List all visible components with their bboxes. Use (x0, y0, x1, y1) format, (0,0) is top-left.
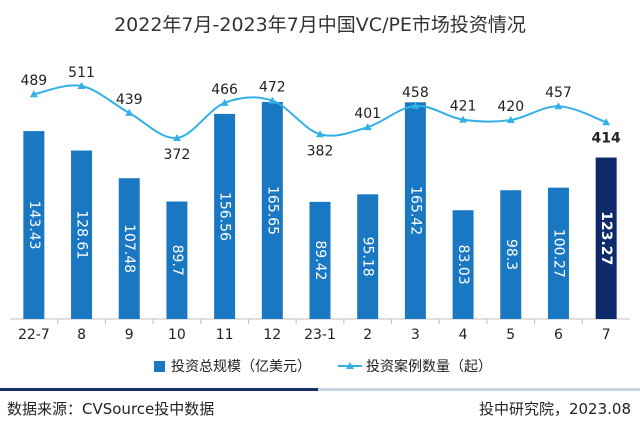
line-point (125, 108, 134, 116)
x-tick-label: 4 (459, 327, 468, 343)
x-tick-label: 7 (602, 327, 611, 343)
line-value-label: 421 (450, 99, 477, 115)
line-point (268, 96, 277, 104)
line-point (459, 115, 468, 123)
line-value-label: 458 (402, 85, 429, 101)
bar-value-label: 128.61 (74, 210, 90, 259)
data-source: 数据来源：CVSource投中数据 (7, 400, 215, 418)
line-value-label: 457 (545, 85, 572, 101)
line-value-label: 489 (20, 73, 47, 89)
x-tick-label: 23-1 (304, 327, 336, 343)
line-point (506, 116, 515, 124)
x-tick-label: 11 (216, 327, 234, 343)
bar-8 (71, 150, 93, 319)
x-tick-label: 10 (168, 327, 186, 343)
line-value-label: 420 (497, 99, 524, 115)
line-value-label: 382 (307, 143, 334, 159)
line-value-label: 472 (259, 80, 286, 96)
bar-value-label: 95.18 (360, 237, 376, 277)
legend-bar-swatch (154, 361, 165, 372)
bar-value-label: 100.27 (550, 229, 566, 278)
line-value-label: 372 (164, 147, 191, 163)
legend-item-line: 投资案例数量（起） (338, 356, 492, 376)
line-value-label: 439 (116, 92, 143, 108)
bar-7 (595, 157, 617, 319)
line-point (316, 130, 324, 138)
chart-title: 2022年7月-2023年7月中国VC/PE市场投资情况 (114, 14, 526, 36)
x-tick-label: 9 (125, 327, 134, 343)
chart-canvas: 143.43 22-7 128.61 8 107.48 9 89.7 10 156.56 11 16… (10, 65, 630, 343)
x-tick-label: 22-7 (18, 327, 50, 343)
line-value-label: 466 (211, 82, 238, 98)
bar-value-label: 83.03 (455, 245, 471, 285)
line-value-label: 511 (68, 65, 95, 81)
bar-5 (500, 190, 522, 319)
line-point (172, 134, 181, 141)
bar-10 (166, 201, 188, 319)
bar-value-label: 89.42 (312, 240, 328, 280)
legend-line-label: 投资案例数量（起） (366, 359, 492, 375)
bar-9 (118, 178, 140, 319)
line-value-label: 414 (592, 130, 621, 146)
bar-12 (261, 101, 283, 319)
bar-2 (357, 194, 379, 319)
bar-value-label: 123.27 (598, 211, 614, 265)
line-point (29, 90, 38, 98)
x-tick-label: 12 (263, 327, 281, 343)
credit: 投中研究院，2023.08 (478, 400, 631, 418)
line-point (554, 102, 563, 110)
line-point (411, 101, 420, 109)
bar-11 (214, 113, 236, 319)
line-point (602, 118, 611, 126)
legend-line-swatch (338, 362, 362, 369)
line-value-label: 401 (354, 106, 381, 122)
x-tick-label: 6 (554, 327, 563, 343)
bar-value-label: 165.65 (264, 186, 280, 235)
x-tick-label: 8 (77, 327, 86, 343)
bar-6 (547, 187, 569, 319)
bar-value-label: 107.48 (121, 224, 137, 273)
bar-4 (452, 210, 474, 319)
bar-value-label: 156.56 (217, 192, 233, 241)
legend-bar-label: 投资总规模（亿美元） (171, 359, 311, 375)
footer-divider (0, 388, 640, 391)
x-tick-label: 5 (506, 327, 515, 343)
bar-22-7 (23, 131, 45, 319)
bar-3 (404, 102, 426, 319)
footer-divider-accent (0, 388, 318, 391)
line-point (77, 82, 86, 89)
line-point (220, 98, 229, 106)
bar-value-label: 98.3 (503, 239, 519, 270)
bar-value-label: 165.42 (407, 186, 423, 235)
bar-value-label: 143.43 (26, 201, 42, 250)
bar-23-1 (309, 201, 331, 319)
line-point (363, 123, 372, 131)
legend-item-bar: 投资总规模（亿美元） (154, 356, 311, 376)
x-tick-label: 3 (411, 327, 420, 343)
x-tick-label: 2 (363, 327, 372, 343)
bar-value-label: 89.7 (169, 245, 185, 276)
